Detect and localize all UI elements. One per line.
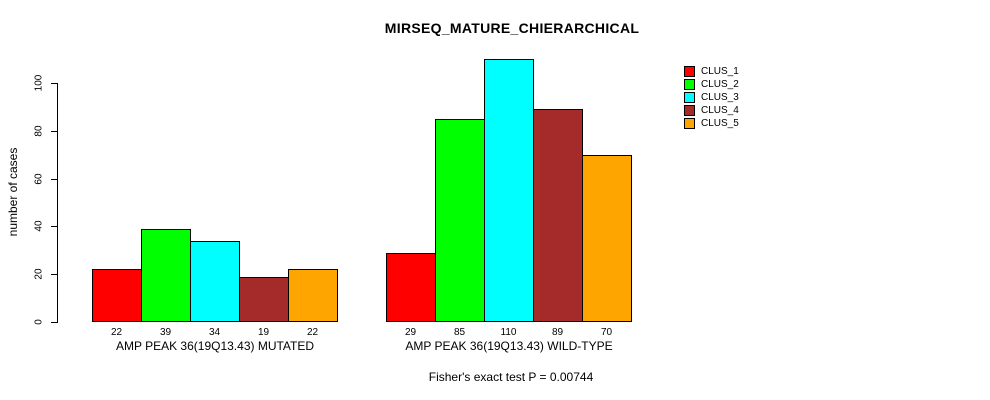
y-tick-label: 100: [33, 74, 45, 92]
annotation-fisher-exact-test: Fisher's exact test P = 0.00744: [428, 370, 594, 384]
legend-color-swatch: [684, 105, 695, 116]
y-tick-label: 80: [33, 125, 45, 137]
bar-value-label: 89: [551, 327, 564, 338]
y-tick-mark: [51, 274, 58, 275]
legend-item-clus_1: CLUS_1: [684, 65, 739, 78]
bar-clus_2-group2: [435, 119, 485, 322]
legend-item-clus_5: CLUS_5: [684, 117, 739, 130]
y-tick-mark: [51, 83, 58, 84]
bar-clus_4-group1: [239, 277, 289, 322]
bar-value-label: 29: [404, 327, 417, 338]
legend-label: CLUS_1: [701, 66, 739, 77]
y-tick-label: 0: [33, 319, 45, 325]
bar-value-label: 110: [500, 327, 517, 338]
y-tick-mark: [51, 226, 58, 227]
legend-label: CLUS_4: [701, 105, 739, 116]
bar-clus_3-group1: [190, 241, 240, 322]
bar-value-label: 22: [306, 327, 319, 338]
y-tick-label: 40: [33, 220, 45, 232]
bar-value-label: 70: [600, 327, 613, 338]
y-tick-mark: [51, 131, 58, 132]
chart-title: MIRSEQ_MATURE_CHIERARCHICAL: [384, 20, 640, 36]
bar-clus_1-group2: [386, 253, 436, 322]
legend-item-clus_3: CLUS_3: [684, 91, 739, 104]
legend-label: CLUS_3: [701, 92, 739, 103]
legend-color-swatch: [684, 118, 695, 129]
y-tick-label: 20: [33, 268, 45, 280]
y-tick-mark: [51, 322, 58, 323]
legend-color-swatch: [684, 79, 695, 90]
legend-item-clus_4: CLUS_4: [684, 104, 739, 117]
bar-value-label: 85: [453, 327, 466, 338]
bar-value-label: 34: [208, 327, 221, 338]
legend-label: CLUS_5: [701, 118, 739, 129]
bar-clus_5-group1: [288, 269, 338, 322]
bar-value-label: 22: [110, 327, 123, 338]
bar-clus_3-group2: [484, 59, 534, 322]
y-axis-line: [57, 83, 58, 323]
bar-value-label: 39: [159, 327, 172, 338]
legend-item-clus_2: CLUS_2: [684, 78, 739, 91]
bar-clus_4-group2: [533, 109, 583, 322]
bar-clus_5-group2: [582, 155, 632, 322]
x-axis-group-label: AMP PEAK 36(19Q13.43) WILD-TYPE: [405, 339, 613, 353]
legend-color-swatch: [684, 92, 695, 103]
bar-clus_1-group1: [92, 269, 142, 322]
legend: CLUS_1 CLUS_2 CLUS_3 CLUS_4 CLUS_5: [684, 65, 739, 130]
y-tick-mark: [51, 179, 58, 180]
y-tick-label: 60: [33, 173, 45, 185]
legend-label: CLUS_2: [701, 79, 739, 90]
bar-value-label: 19: [257, 327, 270, 338]
legend-color-swatch: [684, 66, 695, 77]
x-axis-group-label: AMP PEAK 36(19Q13.43) MUTATED: [115, 339, 315, 353]
bar-clus_2-group1: [141, 229, 191, 322]
